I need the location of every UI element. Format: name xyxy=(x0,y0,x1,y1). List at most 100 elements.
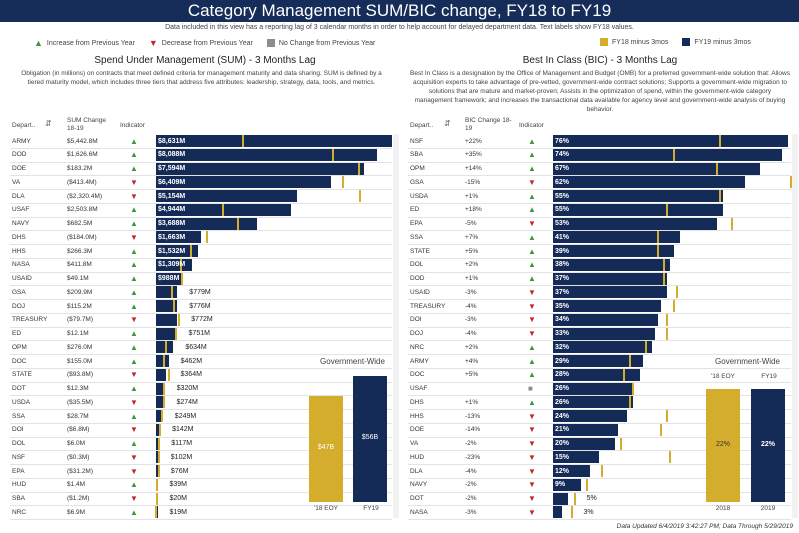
fy19-bar[interactable] xyxy=(553,451,600,464)
table-row[interactable]: USDA +1% ▲ 55% xyxy=(0,189,799,204)
fy19-bar[interactable] xyxy=(156,355,169,367)
table-row[interactable]: USAF ■ 26% xyxy=(0,381,799,396)
fy19-bar[interactable] xyxy=(156,245,198,257)
fy19-bar[interactable] xyxy=(156,217,257,230)
fy19-bar[interactable] xyxy=(553,327,655,340)
table-row[interactable]: HUD $1.4M ▲ $39M xyxy=(0,477,799,492)
fy19-bar[interactable] xyxy=(156,162,364,175)
fy19-bar[interactable] xyxy=(156,313,178,326)
table-row[interactable]: OPM +14% ▲ 67% xyxy=(0,161,799,176)
table-row[interactable]: DOE $183.2M ▲ $7,594M xyxy=(0,161,799,176)
table-row[interactable]: GSA $209.9M ▲ $779M xyxy=(0,285,799,300)
bic-scrollbar[interactable] xyxy=(792,134,798,518)
fy19-bar[interactable] xyxy=(553,341,652,354)
table-row[interactable]: DOJ $115.2M ▲ $776M xyxy=(0,299,799,314)
fy19-bar[interactable] xyxy=(553,396,634,409)
fy19-bar[interactable] xyxy=(156,300,178,312)
table-row[interactable]: DLA -4% ▼ 12% xyxy=(0,464,799,479)
table-row[interactable]: NSF ($0.3M) ▼ $102M xyxy=(0,450,799,465)
fy19-bar[interactable] xyxy=(156,423,160,436)
fy19-bar[interactable] xyxy=(156,396,164,409)
table-row[interactable]: ED $12.1M ▲ $751M xyxy=(0,326,799,341)
fy19-bar[interactable] xyxy=(156,231,202,244)
fy19-bar[interactable] xyxy=(156,258,192,271)
table-row[interactable]: USAID $49.1M ▲ $988M xyxy=(0,271,799,286)
table-row[interactable]: DOJ -4% ▼ 33% xyxy=(0,326,799,341)
table-row[interactable]: USAF $2,503.8M ▲ $4,944M xyxy=(0,202,799,217)
fy19-bar[interactable] xyxy=(553,176,745,189)
fy19-bar[interactable] xyxy=(553,478,581,491)
table-row[interactable]: HUD -23% ▼ 15% xyxy=(0,450,799,465)
table-row[interactable]: NRC +2% ▲ 32% xyxy=(0,340,799,355)
table-row[interactable]: VA ($413.4M) ▼ $6,409M xyxy=(0,175,799,190)
table-row[interactable]: DOD +1% ▲ 37% xyxy=(0,271,799,286)
table-row[interactable]: ARMY +4% ▲ 29% xyxy=(0,354,799,369)
table-row[interactable]: EPA ($31.2M) ▼ $76M xyxy=(0,464,799,479)
sum-scrollbar[interactable] xyxy=(393,134,399,518)
table-row[interactable]: USDA ($35.5M) ▼ $274M xyxy=(0,395,799,410)
fy19-bar[interactable] xyxy=(553,245,674,257)
fy19-bar[interactable] xyxy=(156,410,163,422)
fy19-bar[interactable] xyxy=(553,313,659,326)
fy19-bar[interactable] xyxy=(553,217,717,230)
fy19-bar[interactable] xyxy=(553,423,618,436)
table-row[interactable]: TREASURY -4% ▼ 35% xyxy=(0,299,799,314)
fy19-bar[interactable] xyxy=(553,135,788,147)
table-row[interactable]: VA -2% ▼ 20% xyxy=(0,436,799,451)
table-row[interactable]: DOT -2% ▼ 5% xyxy=(0,491,799,506)
sum-header-dept[interactable]: Depart.. xyxy=(12,122,36,129)
fy19-bar[interactable] xyxy=(553,355,643,367)
table-row[interactable]: NAVY -2% ▼ 9% xyxy=(0,477,799,492)
fy19-bar[interactable] xyxy=(553,368,640,381)
table-row[interactable]: ARMY $5,442.8M ▲ $8,631M xyxy=(0,134,799,149)
fy19-bar[interactable] xyxy=(553,231,680,244)
table-row[interactable]: HHS $266.3M ▲ $1,532M xyxy=(0,244,799,259)
fy19-bar[interactable] xyxy=(156,382,165,395)
table-row[interactable]: GSA -15% ▼ 62% xyxy=(0,175,799,190)
table-row[interactable]: DOL +2% ▲ 38% xyxy=(0,257,799,272)
table-row[interactable]: SSA $28.7M ▲ $249M xyxy=(0,409,799,424)
fy19-bar[interactable] xyxy=(156,465,159,477)
table-row[interactable]: DOI -3% ▼ 34% xyxy=(0,312,799,327)
table-row[interactable]: DOI ($6.8M) ▼ $142M xyxy=(0,422,799,437)
fy19-bar[interactable] xyxy=(553,492,569,505)
table-row[interactable]: NRC $6.9M ▲ $19M xyxy=(0,505,799,520)
fy19-bar[interactable] xyxy=(553,286,668,299)
sort-icon[interactable]: ⇵ xyxy=(444,119,451,128)
table-row[interactable]: DOE -14% ▼ 21% xyxy=(0,422,799,437)
table-row[interactable]: DOC +5% ▲ 28% xyxy=(0,367,799,382)
fy19-bar[interactable] xyxy=(553,300,662,312)
fy19-bar[interactable] xyxy=(156,148,378,161)
table-row[interactable]: SBA ($1.2M) ▼ $20M xyxy=(0,491,799,506)
fy19-bar[interactable] xyxy=(156,341,174,354)
table-row[interactable]: NSF +22% ▲ 76% xyxy=(0,134,799,149)
fy19-bar[interactable] xyxy=(156,190,297,202)
fy19-bar[interactable] xyxy=(156,451,159,464)
fy19-bar[interactable] xyxy=(553,506,563,519)
fy19-bar[interactable] xyxy=(156,135,392,147)
table-row[interactable]: NASA -3% ▼ 3% xyxy=(0,505,799,520)
table-row[interactable]: NASA $411.8M ▲ $1,309M xyxy=(0,257,799,272)
fy19-bar[interactable] xyxy=(156,272,183,285)
fy19-bar[interactable] xyxy=(553,272,668,285)
fy19-bar[interactable] xyxy=(156,437,160,450)
fy19-bar[interactable] xyxy=(156,327,177,340)
table-row[interactable]: DOC $155.0M ▲ $462M xyxy=(0,354,799,369)
fy19-bar[interactable] xyxy=(156,176,332,189)
table-row[interactable]: OPM $276.0M ▲ $634M xyxy=(0,340,799,355)
table-row[interactable]: DOT $12.3M ▲ $320M xyxy=(0,381,799,396)
fy19-bar[interactable] xyxy=(553,190,723,202)
table-row[interactable]: HHS -13% ▼ 24% xyxy=(0,409,799,424)
table-row[interactable]: DHS ($184.0M) ▼ $1,663M xyxy=(0,230,799,245)
table-row[interactable]: ED +18% ▲ 55% xyxy=(0,202,799,217)
table-row[interactable]: DHS +1% ▲ 26% xyxy=(0,395,799,410)
table-row[interactable]: STATE ($93.8M) ▼ $364M xyxy=(0,367,799,382)
table-row[interactable]: DOD $1,626.6M ▲ $8,088M xyxy=(0,147,799,162)
table-row[interactable]: USAID -3% ▼ 37% xyxy=(0,285,799,300)
bic-header-dept[interactable]: Depart.. xyxy=(410,122,434,129)
table-row[interactable]: TREASURY ($79.7M) ▼ $772M xyxy=(0,312,799,327)
table-row[interactable]: STATE +5% ▲ 39% xyxy=(0,244,799,259)
table-row[interactable]: DLA ($2,320.4M) ▼ $5,154M xyxy=(0,189,799,204)
fy19-bar[interactable] xyxy=(553,410,628,422)
fy19-bar[interactable] xyxy=(553,203,723,216)
